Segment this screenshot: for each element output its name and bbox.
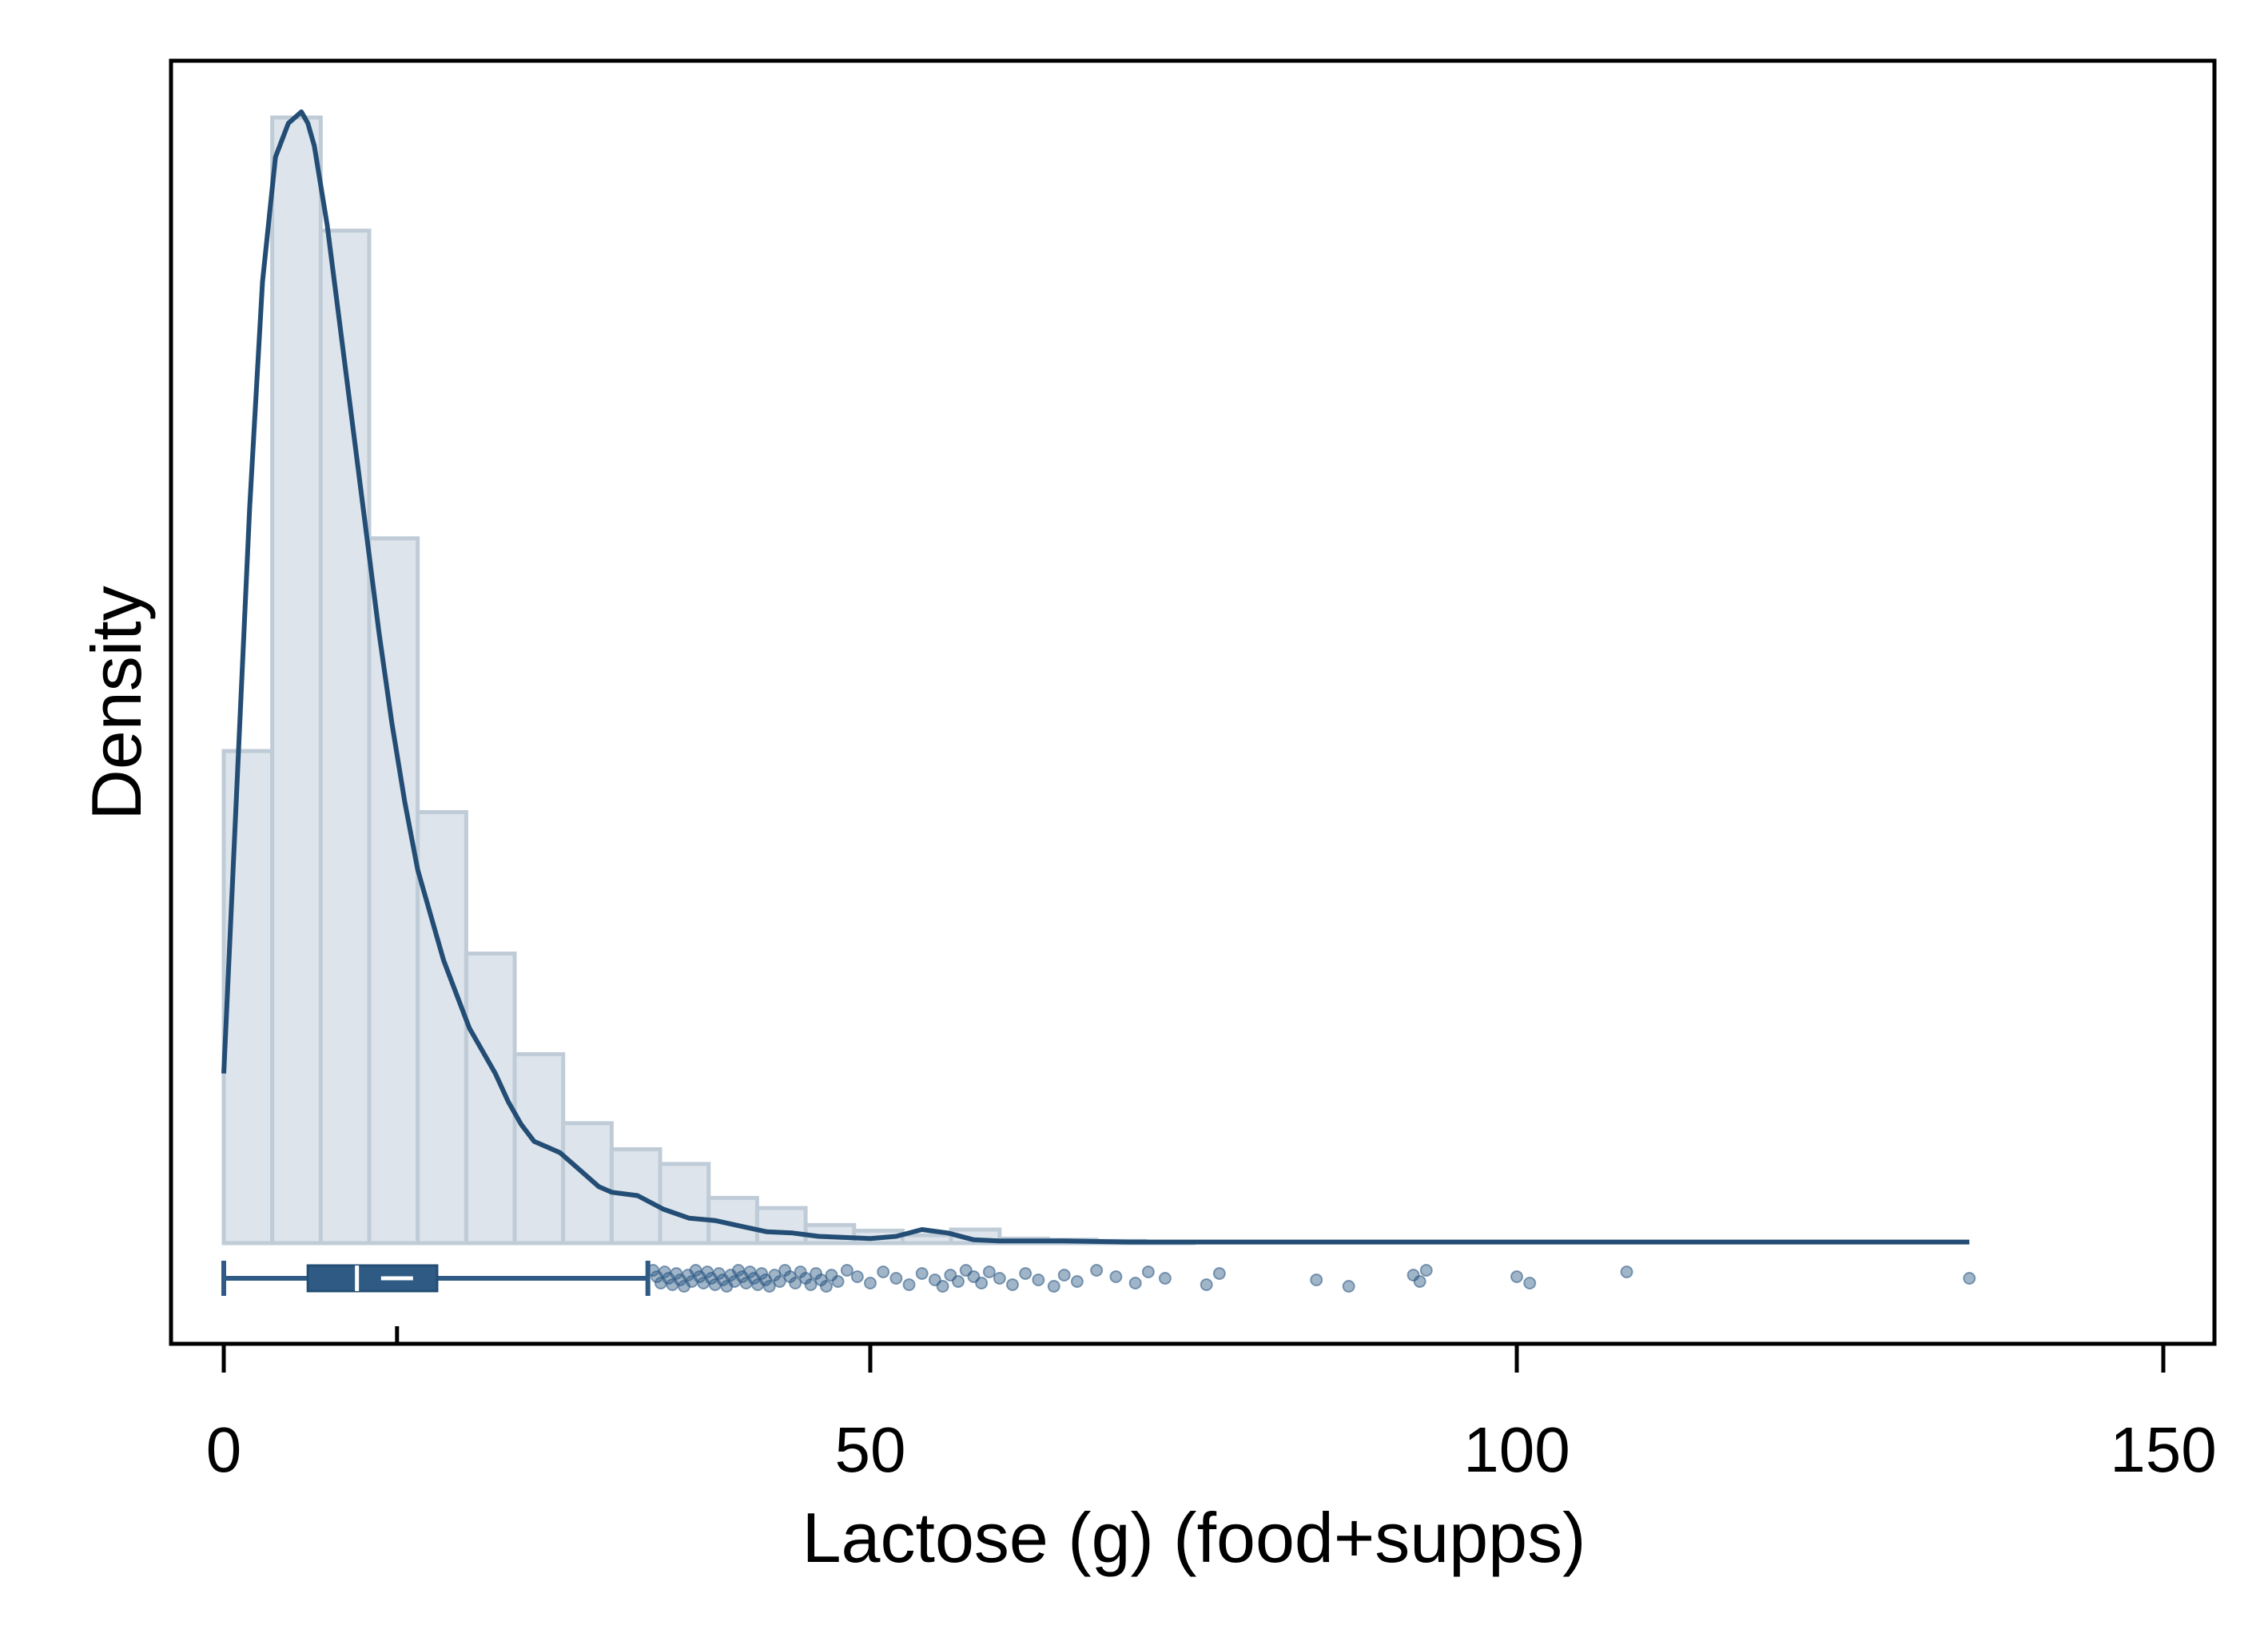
outlier-point bbox=[755, 1267, 769, 1280]
outlier-point bbox=[1005, 1278, 1019, 1291]
outlier-point bbox=[831, 1275, 845, 1288]
histogram-bar bbox=[658, 1162, 711, 1246]
outlier-point bbox=[850, 1270, 864, 1283]
outlier-point bbox=[1019, 1267, 1033, 1280]
outlier-point bbox=[864, 1277, 877, 1289]
outlier-point bbox=[915, 1267, 929, 1280]
x-tick-label: 100 bbox=[1463, 1414, 1570, 1485]
outlier-point bbox=[1090, 1264, 1104, 1277]
outlier-point bbox=[1032, 1274, 1045, 1286]
outlier-point bbox=[1200, 1278, 1213, 1291]
outlier-point bbox=[789, 1277, 802, 1289]
kde-curve bbox=[221, 109, 1970, 1245]
outlier-point bbox=[1057, 1269, 1071, 1281]
x-tick-label: 0 bbox=[206, 1414, 242, 1485]
outlier-point bbox=[952, 1275, 965, 1288]
histogram-bar bbox=[561, 1121, 614, 1246]
histogram-bar bbox=[367, 536, 420, 1246]
outlier-points bbox=[647, 1264, 1976, 1293]
outlier-point bbox=[1523, 1277, 1537, 1289]
histogram-bar bbox=[754, 1206, 808, 1246]
outlier-point bbox=[1109, 1270, 1123, 1283]
outlier-point bbox=[840, 1264, 853, 1277]
outlier-point bbox=[1963, 1272, 1976, 1285]
boxplot-box bbox=[306, 1264, 439, 1293]
x-axis-title: Lactose (g) (food+supps) bbox=[802, 1498, 1586, 1577]
outlier-point bbox=[1510, 1270, 1523, 1283]
outlier-point bbox=[1212, 1267, 1226, 1280]
outlier-point bbox=[804, 1278, 818, 1291]
x-axis: 0 50 100 150 bbox=[171, 1341, 2217, 1485]
outlier-point bbox=[1128, 1277, 1142, 1289]
histogram-bar bbox=[221, 749, 275, 1246]
outlier-point bbox=[993, 1272, 1006, 1285]
histogram-bar bbox=[270, 115, 323, 1246]
outlier-point bbox=[1070, 1275, 1084, 1288]
outlier-point bbox=[762, 1280, 776, 1293]
outlier-point bbox=[1413, 1275, 1426, 1288]
outlier-point bbox=[902, 1278, 916, 1291]
outlier-point bbox=[773, 1275, 786, 1288]
outlier-point bbox=[1342, 1280, 1355, 1293]
x-tick-label: 50 bbox=[835, 1414, 906, 1485]
outlier-point bbox=[936, 1280, 949, 1293]
outlier-point bbox=[819, 1280, 833, 1293]
outlier-point bbox=[889, 1272, 903, 1285]
outlier-point bbox=[877, 1266, 890, 1278]
outlier-point bbox=[1158, 1272, 1172, 1285]
outlier-point bbox=[1310, 1274, 1323, 1286]
histogram-bar bbox=[900, 1233, 953, 1246]
outlier-point bbox=[1047, 1280, 1060, 1293]
x-tick-label: 150 bbox=[2110, 1414, 2216, 1485]
outlier-point bbox=[975, 1277, 989, 1289]
outlier-point bbox=[982, 1266, 996, 1278]
outlier-point bbox=[1141, 1266, 1155, 1278]
histogram-bar bbox=[416, 810, 468, 1246]
y-axis-title: Density bbox=[77, 586, 156, 820]
histogram-bar bbox=[318, 228, 372, 1246]
outlier-point bbox=[1419, 1264, 1433, 1277]
outlier-point bbox=[1620, 1266, 1633, 1278]
